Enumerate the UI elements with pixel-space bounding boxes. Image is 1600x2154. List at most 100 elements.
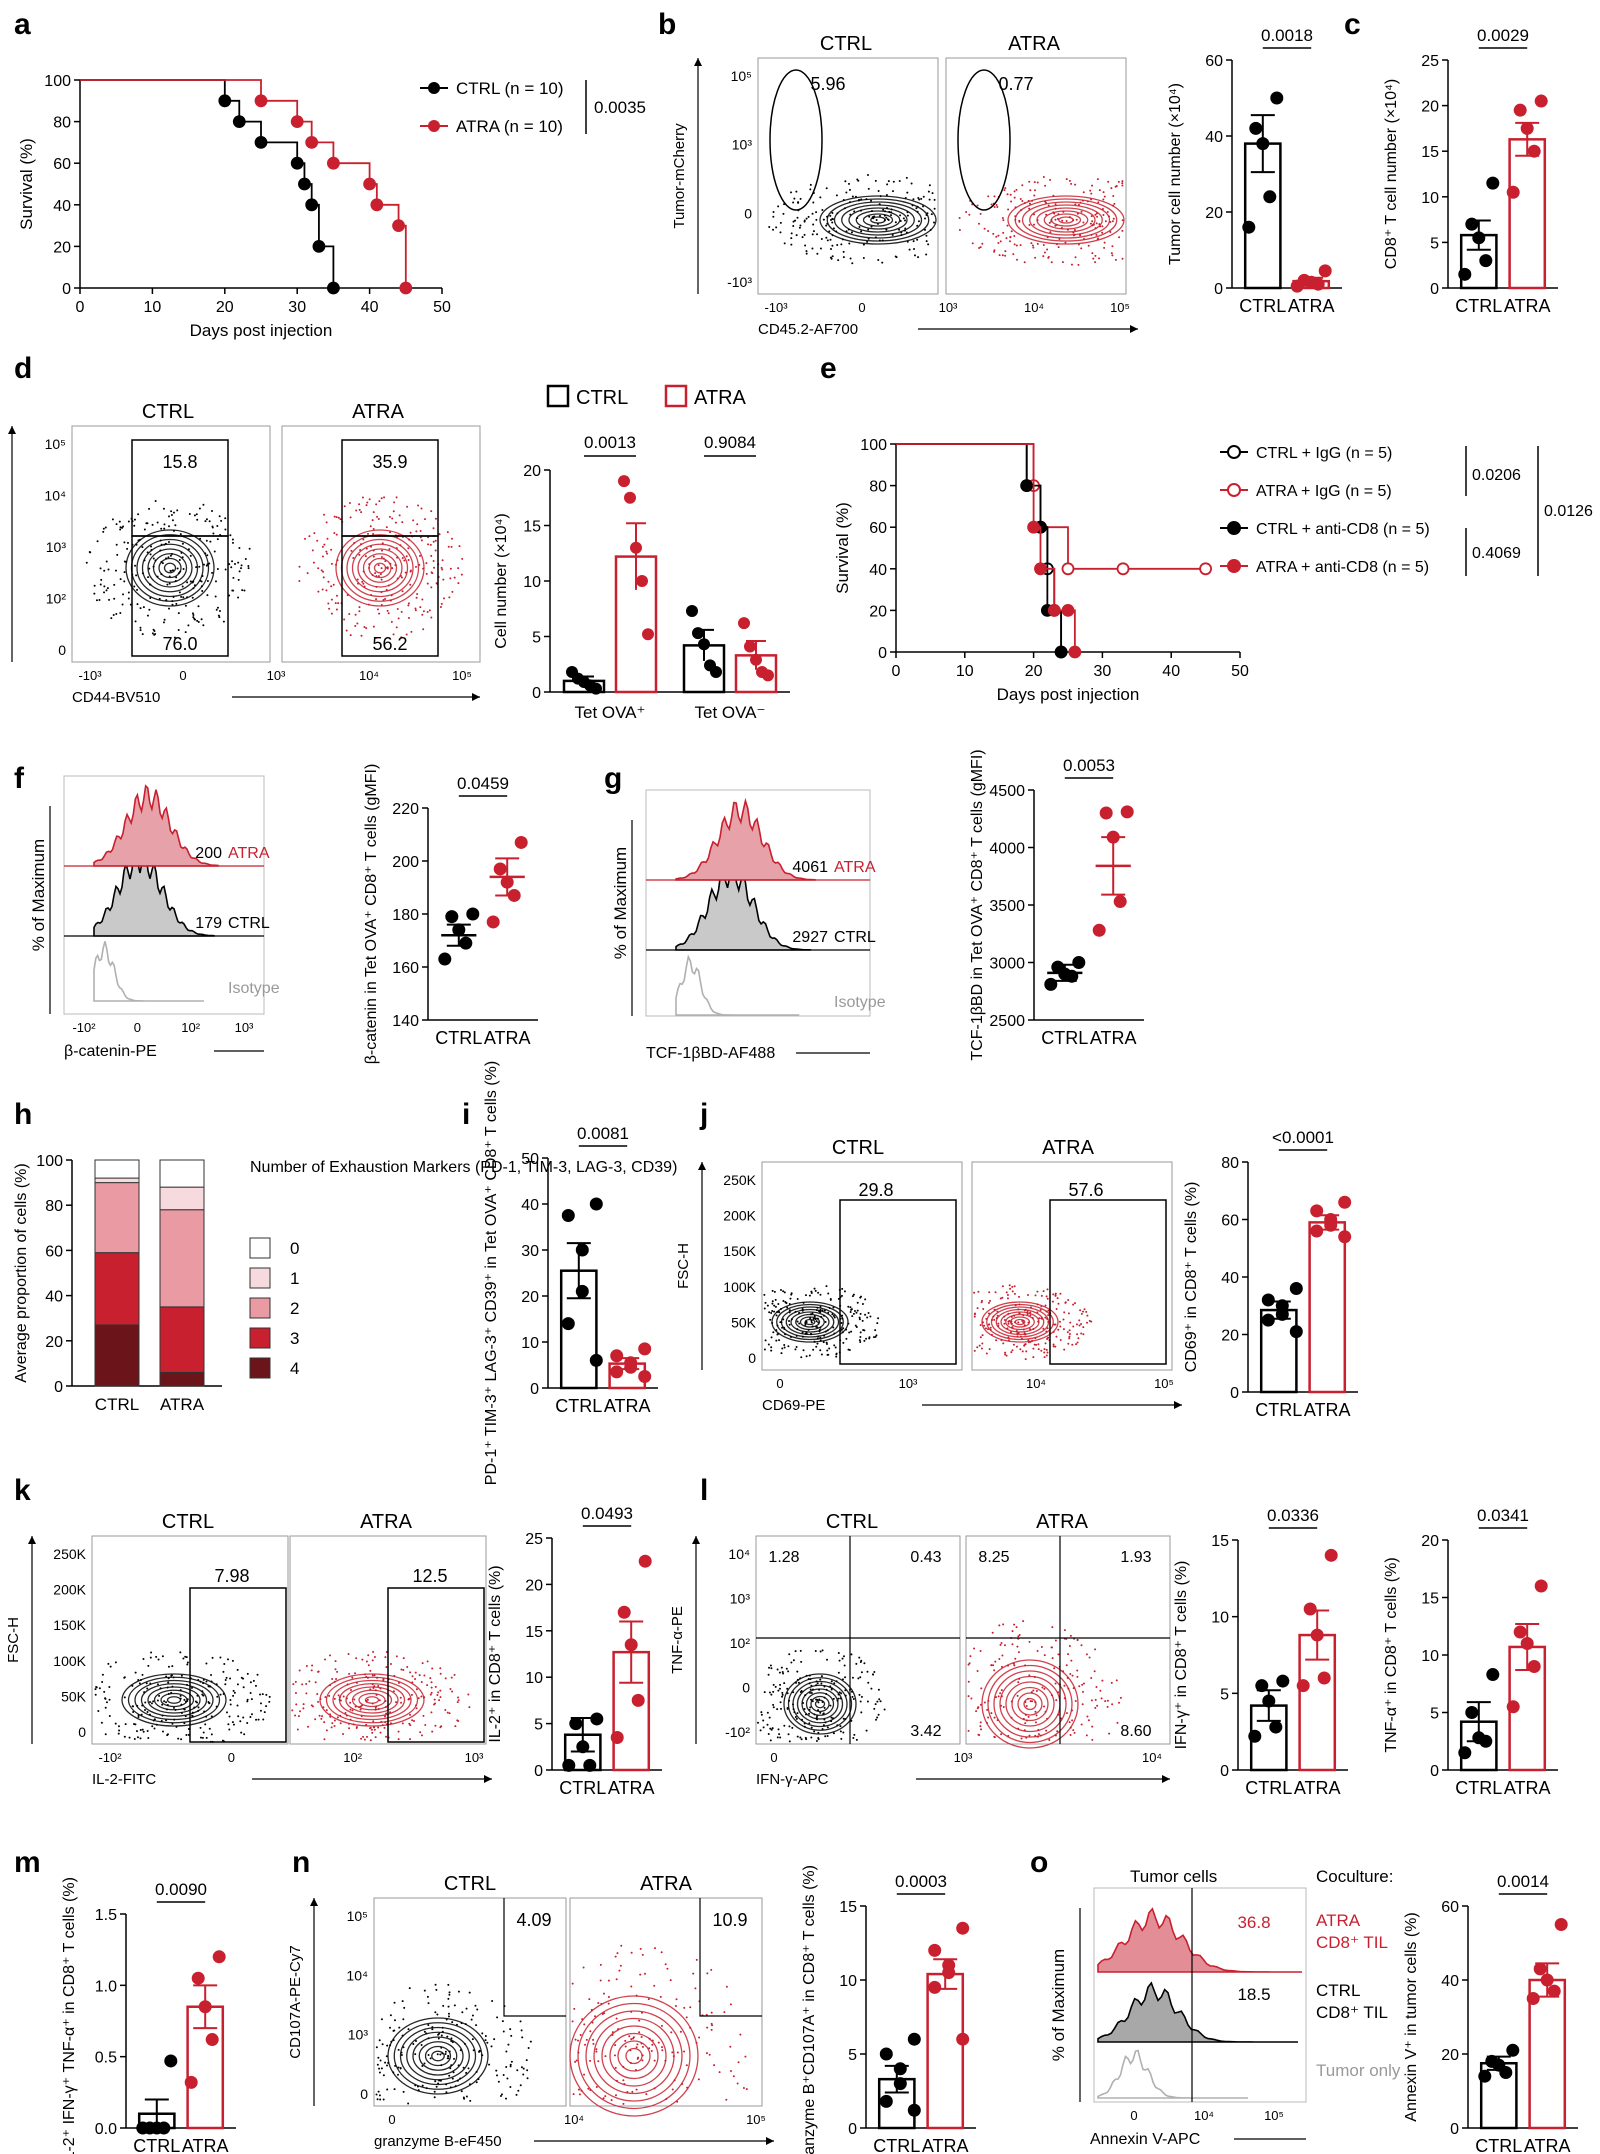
flow-k-1-event xyxy=(349,1689,352,1692)
flow-b-1-event xyxy=(979,246,982,249)
flow-d-1-event xyxy=(377,564,380,567)
flow-d-ylabel: Tet OVA-APC xyxy=(0,499,2,590)
flow-k-0-event xyxy=(236,1683,239,1686)
flow-b-1-event xyxy=(1042,244,1045,247)
flow-d-1-event xyxy=(410,630,413,633)
flow-n-0-event xyxy=(381,2043,384,2046)
flow-b-0-event xyxy=(891,234,894,237)
flow-l-1-event xyxy=(1068,1645,1071,1648)
bar-d-ytick-label: 15 xyxy=(523,519,541,536)
flow-j-0-event xyxy=(763,1307,766,1310)
flow-n-0-event xyxy=(375,2046,378,2049)
flow-k-0-event xyxy=(252,1679,255,1682)
flow-j-1-event xyxy=(1001,1285,1004,1288)
flow-d-1-event xyxy=(400,636,403,639)
flow-d-1-event xyxy=(372,555,375,558)
flow-d-0-event xyxy=(105,560,108,563)
flow-j-0-event xyxy=(763,1348,766,1351)
flow-k-0-event xyxy=(228,1728,231,1731)
flow-d-1-event xyxy=(396,608,399,611)
flow-b-1-event xyxy=(1113,202,1116,205)
flow-l-0-event xyxy=(873,1670,876,1673)
flow-d-0-event xyxy=(224,568,227,571)
flow-k-0-event xyxy=(246,1672,249,1675)
flow-d-0-event xyxy=(211,525,214,528)
flow-l-1-event xyxy=(1085,1653,1088,1656)
flow-k-1-event xyxy=(334,1660,337,1663)
flow-d-1-event xyxy=(354,613,357,616)
flow-n-ylabel: CD107A-PE-Cy7 xyxy=(287,1945,304,2058)
flow-j-1-event xyxy=(1067,1298,1070,1301)
flow-l-0-event xyxy=(767,1733,770,1736)
flow-n-1-event xyxy=(582,1966,585,1969)
flow-n-0-event xyxy=(437,2037,440,2040)
flow-k-0-event xyxy=(152,1700,155,1703)
ylabel-g: TCF-1βBD in Tet OVA⁺ CD8⁺ T cells (gMFI) xyxy=(969,749,986,1060)
flow-b-1-event xyxy=(1070,182,1073,185)
flow-n-0-event xyxy=(407,2028,410,2031)
category-label-m: CTRL xyxy=(133,2136,180,2154)
flow-k-1-contour xyxy=(332,1679,412,1721)
bar-i-ytick-label: 10 xyxy=(521,1335,539,1352)
flow-j-1-event xyxy=(1039,1308,1042,1311)
flow-k-0-event xyxy=(142,1730,145,1733)
flow-j-1-event xyxy=(1046,1297,1049,1300)
flow-d-xtick-label: -10³ xyxy=(78,668,102,683)
flow-d-1-event xyxy=(421,613,424,616)
flow-j-1-event xyxy=(1026,1313,1029,1316)
flow-j-0-event xyxy=(874,1335,877,1338)
flow-k-0-event xyxy=(211,1656,214,1659)
flow-d-1-event xyxy=(343,505,346,508)
flow-j-0-event xyxy=(858,1339,861,1342)
flow-j-1-event xyxy=(1046,1351,1049,1354)
flow-gate-j xyxy=(1049,1199,1167,1365)
flow-l-0-event xyxy=(832,1732,835,1735)
flow-k-1-event xyxy=(336,1670,339,1673)
flow-d-1-event xyxy=(422,628,425,631)
flow-j-0-contour xyxy=(790,1311,830,1333)
flow-l-0-contour xyxy=(805,1692,835,1716)
flow-k-1-event xyxy=(308,1680,311,1683)
flow-b-1-event xyxy=(1029,189,1032,192)
flow-l-1-event xyxy=(1025,1704,1028,1707)
flow-b-0-event xyxy=(790,191,792,194)
flow-d-1-event xyxy=(407,617,410,620)
flow-d-1-event xyxy=(327,602,330,605)
flow-k-1-event xyxy=(449,1687,452,1690)
flow-d-1-event xyxy=(325,589,328,592)
flow-b-1-event xyxy=(992,232,995,235)
flow-b-0-event xyxy=(809,183,812,186)
flow-n-1-event xyxy=(736,2082,739,2085)
flow-b-0-event xyxy=(772,228,775,231)
flow-d-1-event xyxy=(394,521,397,524)
flow-d-0-event xyxy=(134,620,137,623)
flow-l-0-event xyxy=(794,1716,797,1719)
flow-b-1-event xyxy=(1103,246,1106,249)
flow-d-0-event xyxy=(152,628,155,631)
flow-l-1-event xyxy=(1074,1700,1077,1703)
flow-k-0-event xyxy=(231,1659,234,1662)
flow-b-0-event xyxy=(882,208,885,211)
flow-d-0-event xyxy=(216,538,219,541)
flow-j-1-event xyxy=(1015,1345,1018,1348)
flow-n-0-event xyxy=(437,2033,440,2036)
flow-b-1-event xyxy=(1101,225,1104,228)
flow-b-1-event xyxy=(1002,219,1005,222)
flow-l-0-event xyxy=(877,1713,880,1716)
flow-k-1-event xyxy=(431,1730,434,1733)
flow-d-0-event xyxy=(231,589,234,592)
flow-j-xtick-label: 10⁴ xyxy=(1026,1376,1046,1391)
flow-b-1-event xyxy=(1013,243,1016,246)
flow-k-1-event xyxy=(397,1738,400,1741)
survival-line-e-2 xyxy=(896,443,1063,652)
flow-j-0-event xyxy=(858,1316,861,1319)
flow-d-1-event xyxy=(345,629,348,632)
flow-d-1-event xyxy=(313,532,316,535)
flow-l-1-event xyxy=(973,1647,976,1650)
point-n-atra xyxy=(956,2032,970,2046)
flow-b-1-event xyxy=(1013,190,1016,193)
flow-b-0-event xyxy=(847,182,850,185)
pvalue-g: 0.0053 xyxy=(1063,756,1115,775)
hist-xlabel-o: Annexin V-APC xyxy=(1090,2131,1200,2148)
flow-l-1-event xyxy=(1015,1626,1018,1629)
